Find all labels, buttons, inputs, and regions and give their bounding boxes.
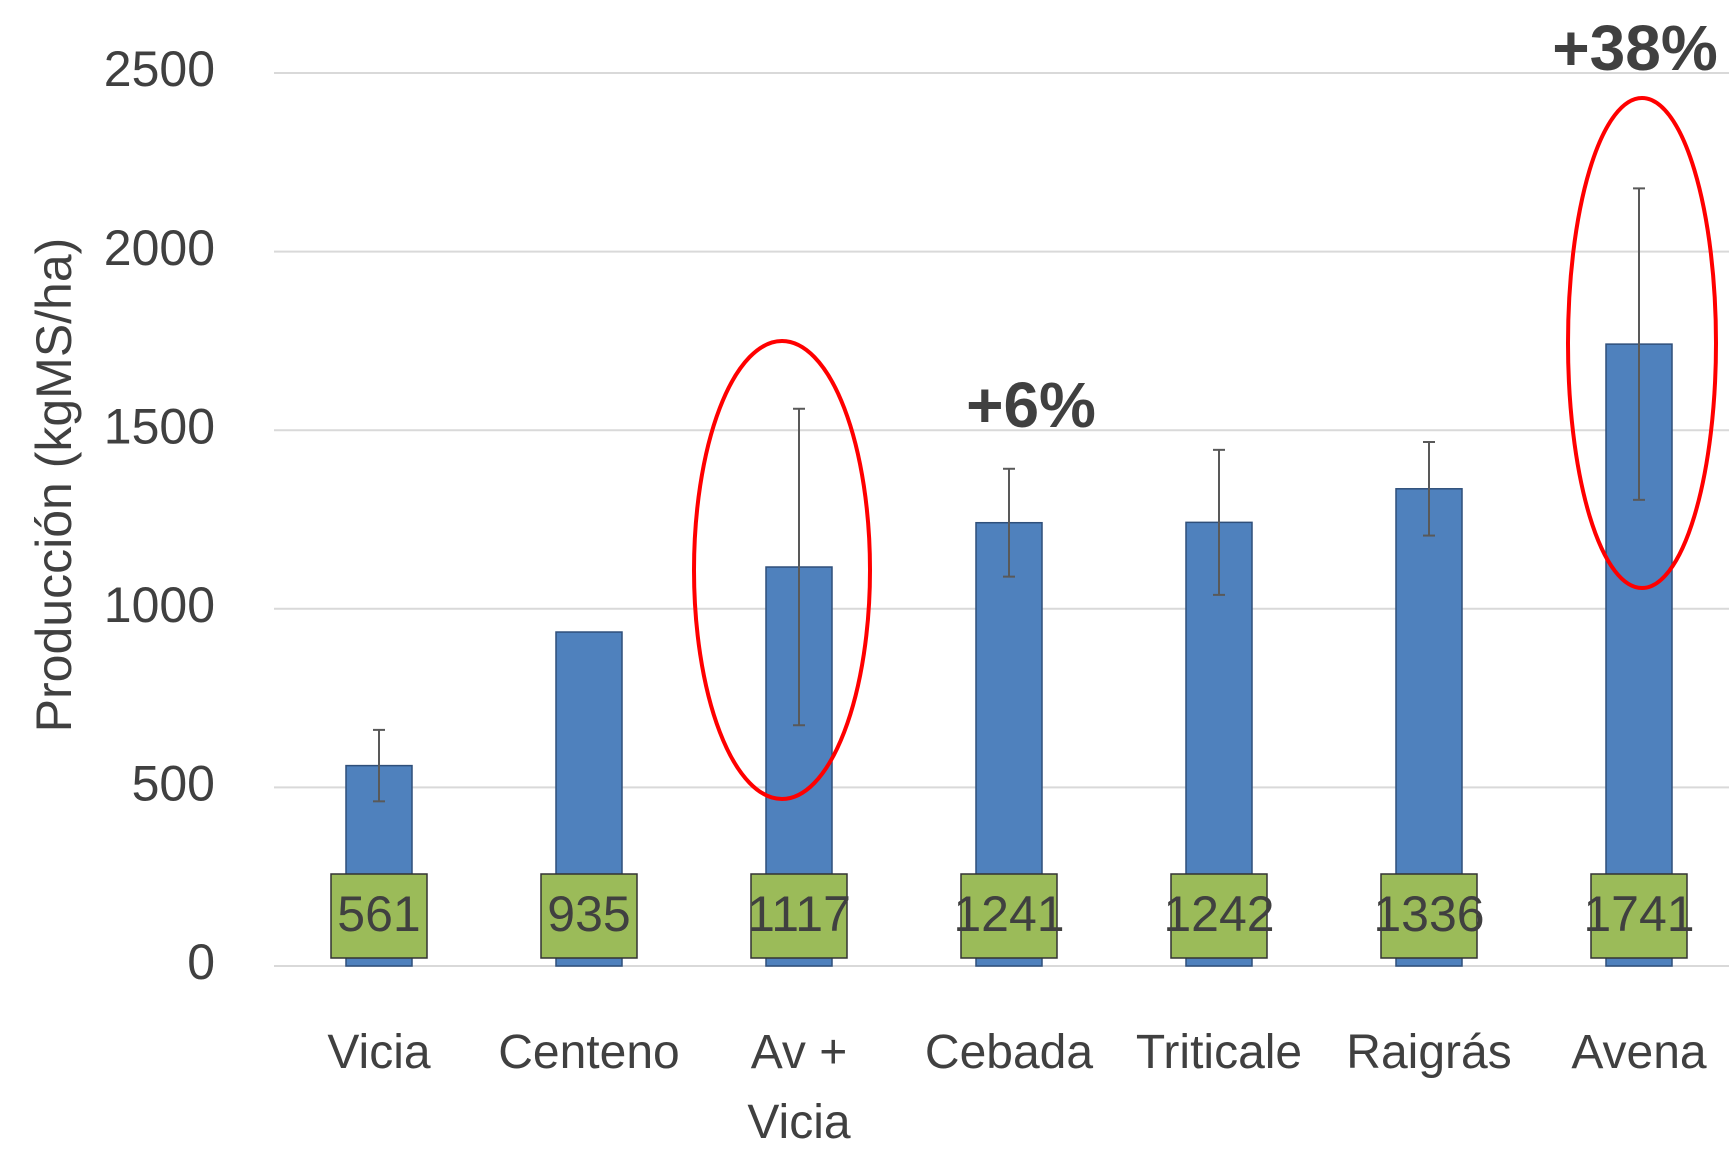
data-label: 1117 <box>747 886 851 942</box>
x-tick-label: Triticale <box>1135 1026 1303 1079</box>
y-tick-label: 0 <box>187 934 215 990</box>
data-label: 1241 <box>953 886 1064 942</box>
annotation: +38% <box>1552 12 1717 84</box>
x-tick-label: Av + Vicia <box>747 1026 851 1149</box>
data-label-box <box>1590 873 1688 959</box>
y-tick-label: 2500 <box>104 41 215 97</box>
y-tick-label: 1500 <box>104 398 215 454</box>
y-axis-title: Producción (kgMS/ha) <box>26 238 82 733</box>
data-label-box <box>540 873 638 959</box>
data-label-box <box>1380 873 1478 959</box>
highlight-ellipse <box>1566 96 1718 590</box>
data-label: 935 <box>547 886 630 942</box>
x-tick-label: Centeno <box>498 1026 680 1079</box>
data-label-box <box>750 873 848 959</box>
data-label-box <box>1170 873 1268 959</box>
data-label: 561 <box>337 886 420 942</box>
y-tick-label: 1000 <box>104 577 215 633</box>
data-label-box <box>330 873 428 959</box>
data-label: 1242 <box>1163 886 1274 942</box>
x-tick-label: Avena <box>1571 1026 1707 1079</box>
data-label: 1336 <box>1373 886 1484 942</box>
highlight-ellipse <box>692 339 872 801</box>
x-tick-label: Vicia <box>327 1026 431 1079</box>
x-tick-label: Raigrás <box>1346 1026 1512 1079</box>
y-tick-label: 2000 <box>104 220 215 276</box>
x-tick-label: Cebada <box>924 1026 1094 1079</box>
annotation: +6% <box>966 369 1096 441</box>
y-tick-label: 500 <box>132 756 215 812</box>
data-label-box <box>960 873 1058 959</box>
data-label: 1741 <box>1583 886 1694 942</box>
